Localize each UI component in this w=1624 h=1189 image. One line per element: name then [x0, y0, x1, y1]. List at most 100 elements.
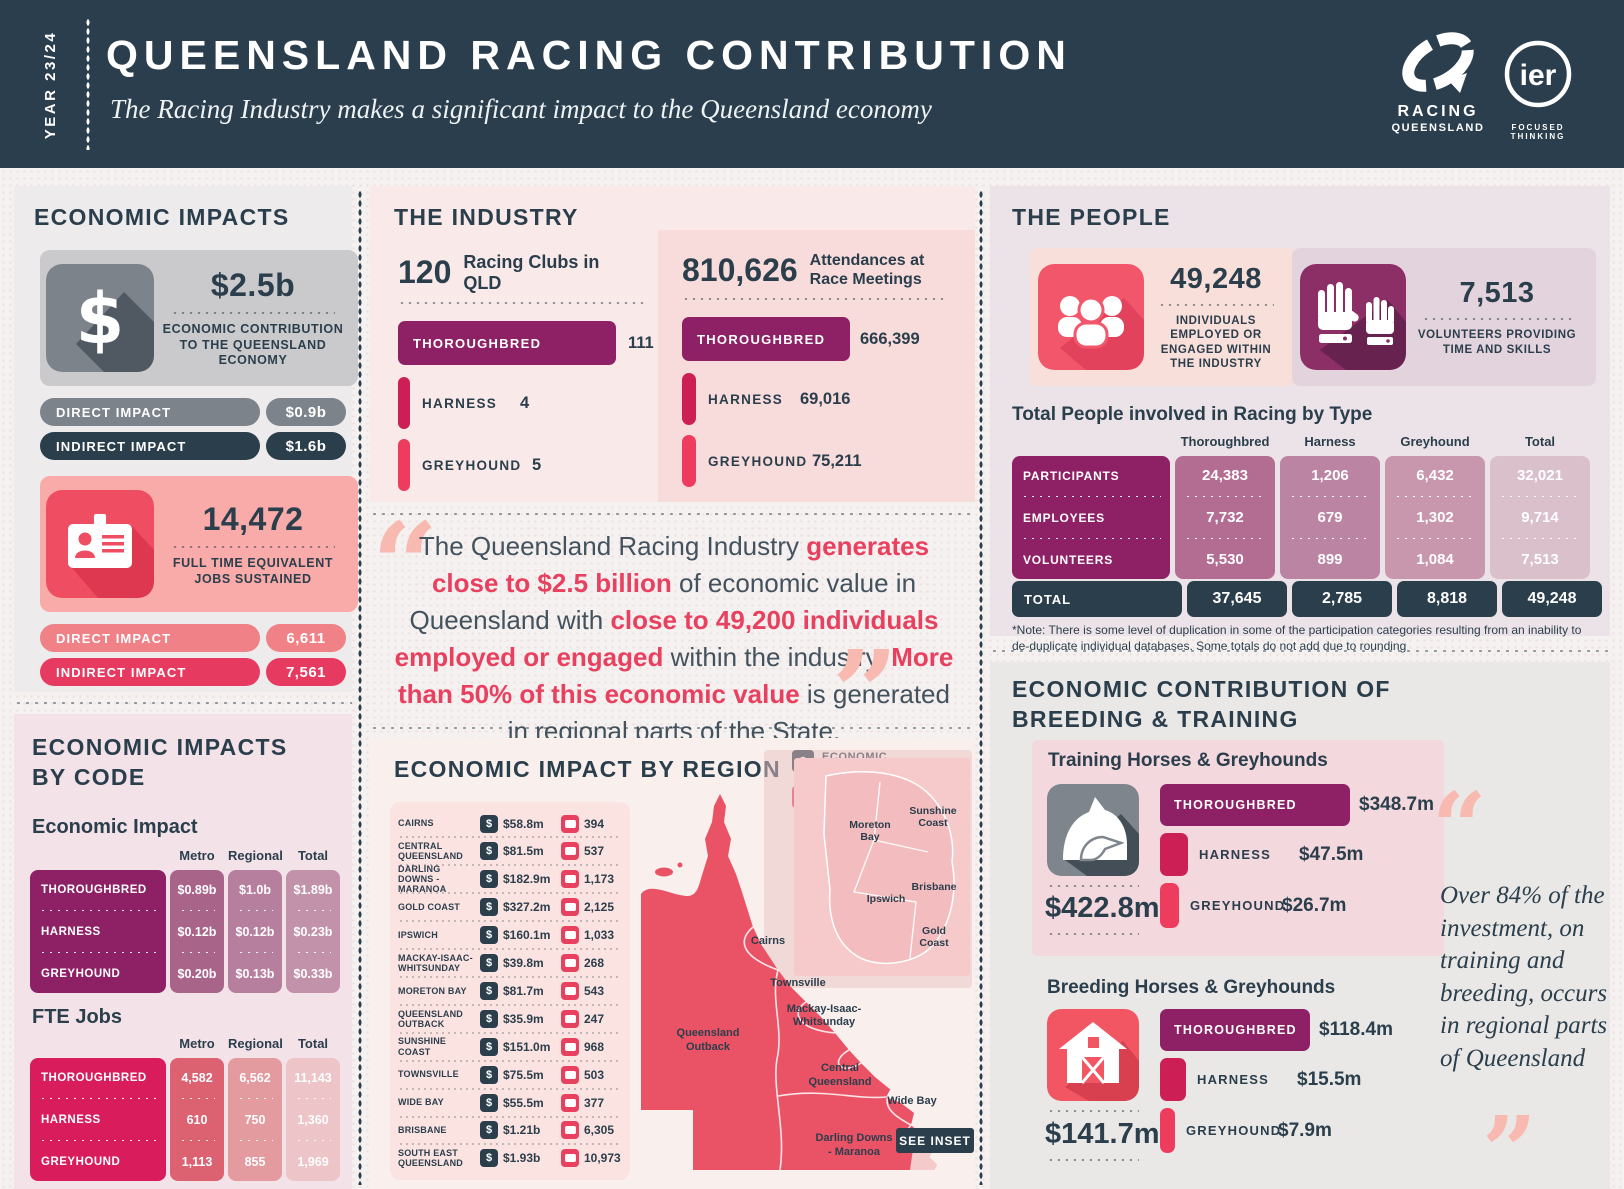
inset-label-sunshine: Coast: [918, 817, 948, 829]
header: YEAR 23/24 QUEENSLAND RACING CONTRIBUTIO…: [0, 0, 1624, 168]
region-impact-value: $182.9m: [503, 872, 551, 887]
region-jobs-value: 503: [584, 1067, 605, 1082]
dotted-divider: [1047, 1158, 1139, 1162]
cell: 1,969: [297, 1154, 329, 1169]
column-header: Total: [297, 848, 329, 863]
bar-value: 666,399: [860, 329, 920, 348]
cell: 6,562: [239, 1070, 271, 1085]
attendance-subpanel-bg: [658, 230, 975, 502]
region-name: MACKAY-ISAAC-WHITSUNDAY: [398, 952, 473, 974]
column-headers: Thoroughbred Harness Greyhound Total: [1175, 434, 1590, 449]
table-label-column: PARTICIPANTS EMPLOYEES VOLUNTEERS: [1012, 456, 1170, 579]
inset-map-shape: [823, 771, 955, 964]
stat-label: Attendances at Race Meetings: [809, 252, 925, 288]
fte-jobs-icon: [561, 1037, 579, 1056]
region-jobs-value: 2,125: [584, 900, 615, 915]
section-title: BY CODE: [32, 764, 146, 790]
region-impact-value: $81.5m: [503, 844, 544, 859]
bar-label: GREYHOUND: [1186, 1123, 1282, 1138]
section-title: ECONOMIC IMPACT BY REGION: [394, 756, 781, 782]
row-label: GREYHOUND: [41, 1155, 121, 1168]
section-title: THE INDUSTRY: [394, 204, 579, 230]
impact-row: DIRECT IMPACT 6,611: [40, 624, 346, 652]
table-total-row: TOTAL 37,645 2,785 8,818 49,248: [1012, 581, 1602, 617]
bar-value: $7.9m: [1278, 1119, 1332, 1141]
training-total: $422.8m: [1045, 892, 1160, 924]
region-jobs-value: 377: [584, 1095, 605, 1110]
map-label-mackay: Mackay-Isaac-: [787, 1003, 862, 1015]
quote-text: within the industry.: [663, 641, 892, 672]
region-row: IPSWICH $ $160.1m 1,033: [398, 923, 622, 948]
cell: 899: [1317, 551, 1343, 568]
quote-highlight: generates close to $2.5 billion: [431, 531, 930, 598]
row-label: PARTICIPANTS: [1023, 468, 1120, 483]
column-headers: Metro Regional Total: [170, 848, 340, 863]
quote-text: The Queensland Racing Industry: [418, 531, 807, 561]
region-row: MACKAY-ISAAC-WHITSUNDAY $ $39.8m 268: [398, 951, 622, 976]
table-column-regional: 6,562 750 855: [228, 1058, 282, 1181]
cell: 1,302: [1416, 509, 1454, 526]
section-title: THE PEOPLE: [1012, 204, 1171, 230]
subsection-title: Training Horses & Greyhounds: [1048, 750, 1328, 771]
inset-label-ipswich: Ipswich: [867, 893, 906, 905]
impact-row: INDIRECT IMPACT $1.6b: [40, 432, 346, 460]
bar-row: GREYHOUND $7.9m: [1160, 1108, 1332, 1153]
breeding-training-panel: ECONOMIC CONTRIBUTION OF BREEDING & TRAI…: [990, 662, 1610, 1189]
stat-value: 7,513: [1459, 277, 1535, 310]
dotted-divider: [398, 1003, 622, 1006]
fte-jobs-icon: [561, 926, 579, 945]
cell: $0.33b: [293, 966, 333, 981]
stat-label: ECONOMIC CONTRIBUTION TO THE QUEENSLAND …: [162, 322, 344, 368]
section-title: ECONOMIC IMPACTS: [34, 204, 290, 230]
table-subtitle: FTE Jobs: [32, 1006, 123, 1028]
close-quote-icon: ”: [1482, 1096, 1537, 1189]
dotted-divider: [171, 544, 335, 549]
dotted-divider: [398, 948, 622, 951]
region-jobs-value: 394: [584, 816, 605, 831]
cell: $0.89b: [177, 882, 217, 897]
cell: 5,530: [1206, 551, 1244, 568]
fte-jobs-icon: [561, 814, 579, 833]
region-jobs-value: 10,973: [584, 1151, 621, 1166]
breeding-total: $141.7m: [1045, 1118, 1160, 1150]
table-column-total: $1.89b $0.23b $0.33b: [286, 870, 340, 993]
bar-label: THOROUGHBRED: [1174, 798, 1297, 812]
harness-bar: [1160, 1058, 1186, 1101]
region-name: WIDE BAY: [398, 1097, 444, 1108]
dotted-divider: [398, 301, 648, 306]
row-label: HARNESS: [41, 1113, 101, 1126]
dotted-divider: [370, 726, 975, 730]
logo-text: QUEENSLAND: [1391, 122, 1485, 134]
region-jobs-value: 543: [584, 983, 605, 998]
economic-impact-icon: $: [480, 1065, 498, 1084]
row-label: THOROUGHBRED: [41, 883, 147, 896]
bar-label: GREYHOUND: [422, 457, 522, 473]
bar-value: $47.5m: [1299, 843, 1364, 865]
inset-label-moreton: Bay: [860, 831, 879, 843]
region-impact-value: $1.93b: [503, 1151, 541, 1166]
region-impact-panel: ECONOMIC IMPACT BY REGION $ ECONOMIC IMP…: [370, 738, 975, 1189]
total-label: TOTAL: [1012, 581, 1182, 617]
inset-label-moreton: Moreton: [849, 819, 890, 831]
economic-contribution-card: $ $2.5b ECONOMIC CONTRIBUTION TO THE QUE…: [40, 250, 358, 386]
economic-impact-icon: $: [480, 1037, 498, 1056]
page-subtitle: The Racing Industry makes a significant …: [110, 94, 932, 124]
economic-impact-icon: $: [480, 898, 498, 917]
cell: 610: [186, 1112, 208, 1127]
fte-jobs-table: THOROUGHBRED HARNESS GREYHOUND 4,582 610…: [30, 1058, 340, 1181]
attendance-block: 810,626 Attendances at Race Meetings THO…: [682, 252, 960, 487]
dotted-divider: [370, 512, 975, 516]
inset-label-gold: Gold: [922, 925, 946, 937]
region-row: GOLD COAST $ $327.2m 2,125: [398, 895, 622, 920]
queensland-map: Cairns Townsville Mackay-Isaac- Whitsund…: [641, 750, 974, 1171]
cell: 32,021: [1517, 467, 1563, 484]
fte-jobs-icon: [561, 898, 579, 917]
region-jobs-value: 1,173: [584, 872, 615, 887]
dotted-divider: [1157, 302, 1275, 307]
region-impact-value: $39.8m: [503, 956, 544, 971]
dotted-divider: [398, 1143, 622, 1146]
column-header: Greyhound: [1400, 434, 1470, 449]
total-value: 49,248: [1502, 581, 1602, 617]
greyhound-bar: [398, 439, 410, 492]
cell: 24,383: [1202, 467, 1248, 484]
